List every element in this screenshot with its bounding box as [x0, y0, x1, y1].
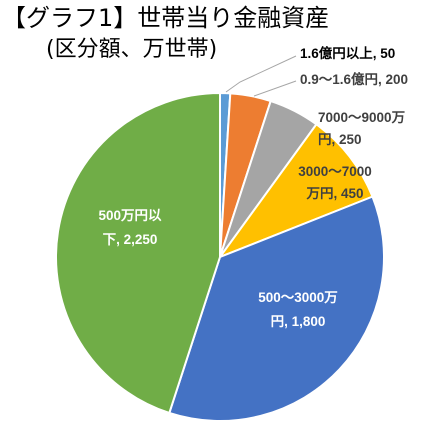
chart-title: 【グラフ1】世帯当り金融資産 [2, 4, 329, 32]
data-label-3: 7000〜9000万円, 250 [318, 110, 405, 147]
data-label-2: 0.9〜1.6億円, 200 [300, 71, 408, 87]
data-label-5: 500〜3000万円, 1,800 [258, 290, 338, 329]
pie-slice-6 [55, 91, 221, 415]
pie-slice-5 [168, 195, 385, 422]
pie-slice-4 [217, 122, 374, 260]
data-label-4: 3000〜7000 万円, 450 [298, 164, 372, 201]
pie-slices [55, 91, 385, 422]
data-label-6: 500万円以下, 2,250 [98, 208, 162, 247]
leader-line-1 [225, 55, 297, 93]
leader-line-2 [253, 80, 297, 97]
data-labels: 1.6億円以上, 50 0.9〜1.6億円, 200 7000〜9000万円, 25… [98, 45, 408, 329]
data-label-1: 1.6億円以上, 50 [300, 45, 395, 61]
leader-lines [225, 55, 297, 97]
chart-subtitle: (区分額、万世帯) [46, 37, 217, 62]
